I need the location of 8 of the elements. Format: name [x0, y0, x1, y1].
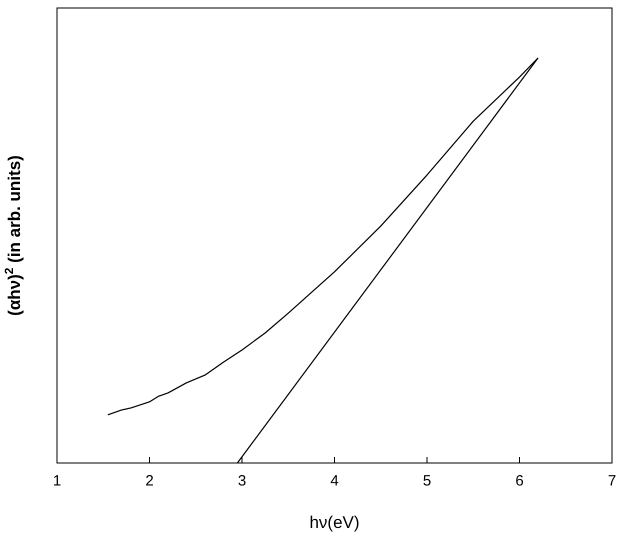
x-axis-title: hν(eV)	[309, 513, 360, 532]
x-tick-label: 4	[330, 472, 339, 490]
x-tick-label: 6	[515, 472, 524, 490]
x-tick-label: 3	[238, 472, 246, 490]
x-tick-label: 2	[145, 472, 154, 490]
x-tick-label: 7	[608, 472, 616, 490]
x-tick-label: 5	[422, 472, 432, 490]
x-tick-label: 1	[52, 472, 62, 490]
